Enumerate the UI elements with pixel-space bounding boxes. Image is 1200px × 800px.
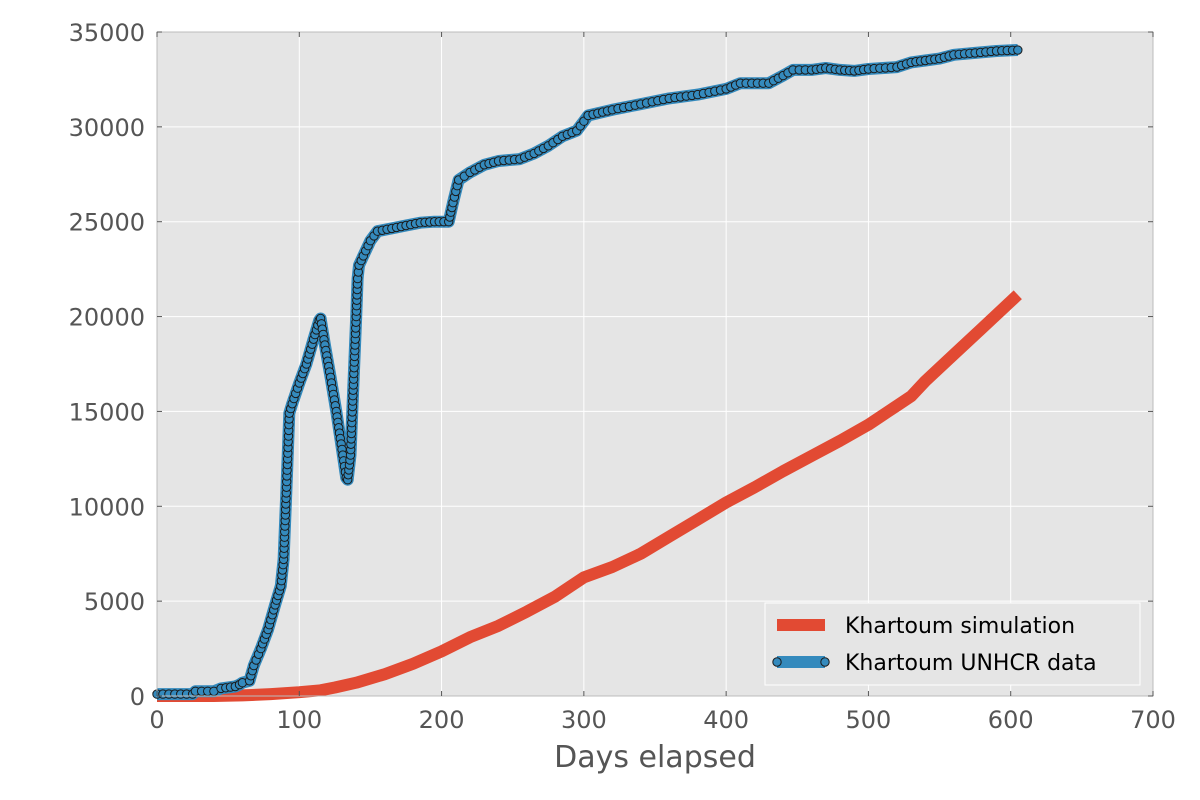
- y-tick-label: 30000: [69, 114, 145, 142]
- legend-marker: [820, 657, 830, 667]
- legend: Khartoum simulation Khartoum UNHCR data: [764, 602, 1141, 686]
- y-tick-label: 10000: [69, 493, 145, 521]
- x-tick-label: 600: [988, 706, 1034, 734]
- legend-label: Khartoum simulation: [845, 614, 1075, 639]
- x-tick-label: 0: [149, 706, 164, 734]
- legend-item: Khartoum UNHCR data: [772, 651, 1097, 676]
- data-point: [1013, 45, 1023, 55]
- y-tick-label: 20000: [69, 304, 145, 332]
- x-tick-label: 200: [419, 706, 465, 734]
- plot-frame: [156, 31, 1154, 697]
- y-tick-label: 5000: [84, 588, 145, 616]
- series-2: [152, 44, 1023, 701]
- y-tick-label: 0: [130, 683, 145, 711]
- y-tick-label: 25000: [69, 209, 145, 237]
- x-tick-label: 700: [1130, 706, 1176, 734]
- legend-box: [764, 602, 1141, 686]
- x-tick-label: 100: [276, 706, 322, 734]
- x-tick-label: 400: [703, 706, 749, 734]
- legend-marker: [772, 657, 782, 667]
- legend-label: Khartoum UNHCR data: [845, 651, 1097, 676]
- y-tick-label: 15000: [69, 398, 145, 426]
- series-1: [157, 290, 1022, 702]
- series-markers: [152, 45, 1023, 699]
- x-axis-label: Days elapsed: [554, 740, 756, 775]
- series-line-simulation: [157, 290, 1022, 702]
- x-tick-label: 500: [846, 706, 892, 734]
- ticks: [156, 31, 1154, 697]
- legend-item: Khartoum simulation: [777, 614, 1075, 639]
- x-tick-label: 300: [561, 706, 607, 734]
- y-tick-label: 35000: [69, 19, 145, 47]
- tick-labels: 0 100 200 300 400 500 600 700 0 5000 10000 15000 200…: [69, 19, 1176, 734]
- series-layer: [152, 44, 1023, 702]
